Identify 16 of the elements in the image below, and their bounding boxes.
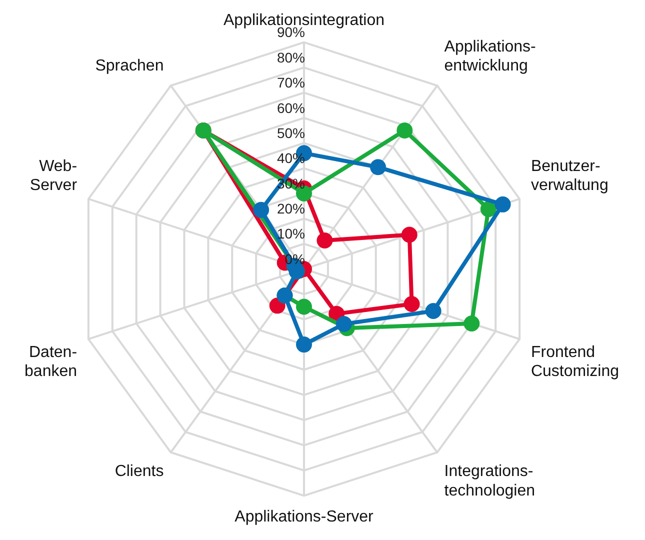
- spoke-label: Daten- banken: [24, 344, 78, 380]
- y-tick-label: 70%: [276, 74, 305, 91]
- spoke-label: Applikations- entwicklung: [444, 38, 536, 75]
- y-tick-label: 60%: [276, 100, 305, 116]
- y-tick-label: 10%: [276, 226, 305, 242]
- spoke-label: Benutzer- verwaltung: [530, 158, 608, 194]
- spoke-label: Sprachen: [95, 58, 164, 75]
- spoke-label: Frontend Customizing: [530, 344, 619, 380]
- y-tick-label: 20%: [276, 200, 305, 216]
- spoke-label: Clients: [114, 463, 164, 480]
- y-tick-label: 30%: [276, 175, 305, 192]
- y-tick-label: 50%: [276, 124, 305, 141]
- y-tick-label: 80%: [276, 49, 305, 66]
- spoke-label: Web- Server: [30, 158, 78, 194]
- spoke-label: Applikations-Server: [234, 508, 374, 526]
- spoke-label: Integrations- technologien: [444, 463, 536, 500]
